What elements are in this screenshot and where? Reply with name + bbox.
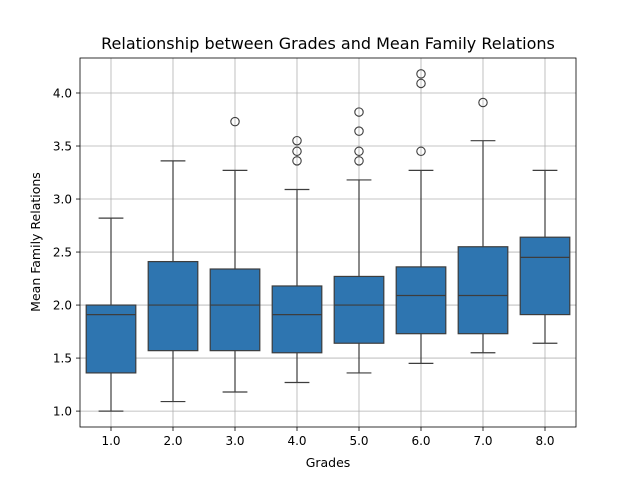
- iqr-box: [85, 304, 137, 374]
- y-tick-label: 1.5: [53, 352, 72, 366]
- iqr-box: [457, 246, 509, 335]
- box-group-7.0: [457, 97, 509, 354]
- box-group-6.0: [395, 69, 447, 364]
- iqr-box: [271, 285, 323, 354]
- y-axis-label: Mean Family Relations: [28, 172, 43, 312]
- outlier-point: [354, 156, 364, 166]
- y-tick-label: 3.5: [53, 140, 72, 154]
- iqr-box: [147, 260, 199, 352]
- outlier-point: [416, 69, 426, 79]
- x-tick-label: 3.0: [225, 434, 244, 448]
- box-group-1.0: [85, 217, 137, 412]
- outlier-point: [354, 146, 364, 157]
- x-tick-label: 1.0: [101, 434, 120, 448]
- tick-layer: 1.0 1.5 2.0 2.5 3.0 3.5 4.0 1.0 2.0 3.0 4.0 5.0 6.0 7…: [53, 86, 555, 448]
- x-tick-label: 4.0: [287, 434, 306, 448]
- box-group-4.0: [271, 135, 323, 384]
- plot-frame: [79, 57, 577, 428]
- box-group-3.0: [209, 116, 261, 393]
- x-tick-label: 2.0: [163, 434, 182, 448]
- iqr-box: [395, 266, 447, 335]
- box-group-5.0: [333, 107, 385, 374]
- chart-title: Relationship between Grades and Mean Fam…: [101, 34, 555, 53]
- iqr-box: [519, 236, 571, 316]
- box-group-2.0: [147, 160, 199, 403]
- outlier-point: [354, 107, 364, 117]
- y-tick-label: 3.0: [53, 193, 72, 207]
- x-axis-label: Grades: [306, 455, 351, 470]
- y-tick-label: 1.0: [53, 405, 72, 419]
- outlier-point: [354, 126, 364, 136]
- x-tick-label: 5.0: [349, 434, 368, 448]
- outlier-point: [416, 78, 426, 89]
- outlier-point: [416, 146, 426, 157]
- y-tick-label: 4.0: [53, 86, 72, 100]
- y-tick-label: 2.0: [53, 299, 72, 313]
- outlier-point: [292, 156, 302, 166]
- iqr-box: [209, 268, 261, 352]
- iqr-box: [333, 275, 385, 344]
- box-group-8.0: [519, 169, 571, 344]
- x-tick-label: 8.0: [535, 434, 554, 448]
- y-tick-label: 2.5: [53, 246, 72, 260]
- box-layer: [85, 69, 571, 412]
- outlier-point: [292, 135, 302, 146]
- outlier-point: [478, 97, 488, 108]
- x-tick-label: 7.0: [473, 434, 492, 448]
- outlier-point: [292, 146, 302, 157]
- outlier-point: [230, 116, 240, 127]
- x-tick-label: 6.0: [411, 434, 430, 448]
